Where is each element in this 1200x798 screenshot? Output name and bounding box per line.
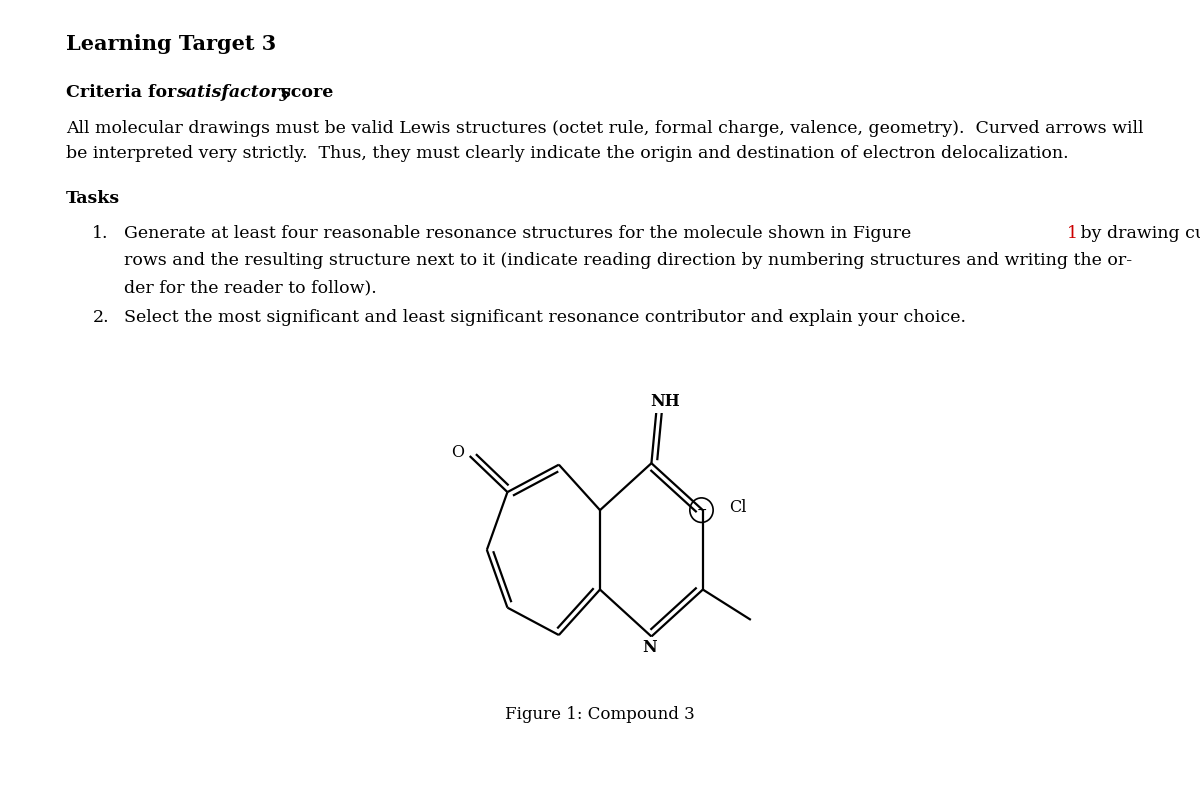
- Text: O: O: [451, 444, 464, 461]
- Text: NH: NH: [650, 393, 680, 410]
- Text: All molecular drawings must be valid Lewis structures (octet rule, formal charge: All molecular drawings must be valid Lew…: [66, 120, 1144, 136]
- Text: Cl: Cl: [728, 500, 746, 516]
- Text: der for the reader to follow).: der for the reader to follow).: [124, 279, 377, 296]
- Text: N: N: [643, 639, 658, 656]
- Text: Tasks: Tasks: [66, 190, 120, 207]
- Text: satisfactory: satisfactory: [176, 84, 290, 101]
- Text: 1: 1: [1067, 225, 1078, 242]
- Text: Criteria for: Criteria for: [66, 84, 182, 101]
- Text: score: score: [275, 84, 334, 101]
- Text: rows and the resulting structure next to it (indicate reading direction by numbe: rows and the resulting structure next to…: [124, 252, 1132, 269]
- Text: Generate at least four reasonable resonance structures for the molecule shown in: Generate at least four reasonable resona…: [124, 225, 917, 242]
- Text: Select the most significant and least significant resonance contributor and expl: Select the most significant and least si…: [124, 309, 966, 326]
- Text: be interpreted very strictly.  Thus, they must clearly indicate the origin and d: be interpreted very strictly. Thus, they…: [66, 145, 1069, 162]
- Text: Learning Target 3: Learning Target 3: [66, 34, 276, 53]
- Text: 1.: 1.: [92, 225, 109, 242]
- Text: Figure 1: Compound 3: Figure 1: Compound 3: [505, 706, 695, 723]
- Text: −: −: [696, 504, 707, 516]
- Text: 2.: 2.: [92, 309, 109, 326]
- Text: by drawing curved ar-: by drawing curved ar-: [1075, 225, 1200, 242]
